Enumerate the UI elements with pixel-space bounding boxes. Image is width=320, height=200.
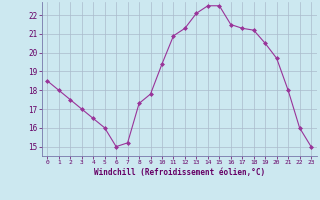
X-axis label: Windchill (Refroidissement éolien,°C): Windchill (Refroidissement éolien,°C)	[94, 168, 265, 177]
